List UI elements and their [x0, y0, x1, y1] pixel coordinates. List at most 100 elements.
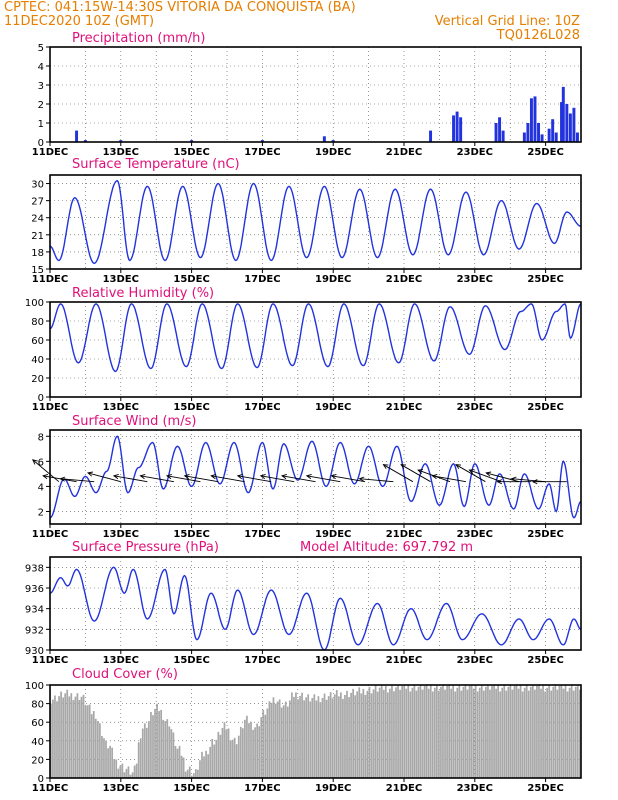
cloud-cover-bar: [395, 687, 397, 778]
precipitation-bar: [575, 132, 579, 142]
wind-arrowhead: [510, 476, 517, 482]
cloud-cover-bar: [139, 738, 142, 778]
wind-arrow: [400, 464, 431, 483]
cloud-cover-bar: [499, 691, 502, 778]
x-tick-label: 21DEC: [386, 655, 422, 666]
cloud-cover-bar: [384, 685, 387, 778]
cloud-cover-bar: [80, 696, 83, 778]
cloud-cover-bar: [288, 700, 291, 778]
cloud-cover-bar: [162, 719, 165, 778]
cloud-cover-bar: [111, 747, 114, 778]
x-tick-label: 17DEC: [244, 655, 280, 666]
cloud-cover-bar: [105, 740, 107, 778]
wind-arrowhead: [382, 464, 389, 470]
wind-title: Surface Wind (m/s): [72, 414, 196, 429]
cloud-cover-bar: [227, 728, 230, 778]
x-tick-label: 23DEC: [457, 783, 493, 794]
precipitation-bar: [551, 119, 555, 142]
cloud-cover-bar: [523, 687, 526, 778]
cloud-cover-bar: [303, 700, 305, 778]
cloud-cover-bar: [213, 744, 216, 778]
cloud-cover-bar: [99, 723, 101, 778]
wind-arrowhead: [455, 464, 462, 470]
cloud-cover-bar: [290, 692, 293, 778]
wind-arrowhead: [139, 473, 146, 480]
precipitation-bar: [119, 140, 123, 142]
cloud-cover-bar: [382, 689, 385, 778]
cloud-cover-title: Cloud Cover (%): [72, 667, 178, 682]
precipitation-bar: [455, 111, 459, 142]
cloud-cover-bar: [450, 688, 453, 778]
forecast-date: 11DEC2020 10Z (GMT): [4, 14, 154, 29]
temperature-panel: 15 18 21 24 27 30 11DEC 13DEC 15DEC 17DEC 19DEC 21D…: [31, 174, 582, 285]
cloud-cover-bar: [84, 705, 87, 778]
cloud-cover-bar: [307, 694, 310, 778]
cloud-cover-bar: [337, 696, 340, 778]
cloud-cover-bar: [372, 689, 375, 778]
cloud-cover-bar: [464, 685, 467, 778]
precipitation-bar: [260, 140, 264, 142]
precipitation-bar: [331, 140, 335, 142]
cloud-cover-bar: [311, 697, 314, 778]
cloud-cover-bar: [454, 691, 457, 778]
cloud-cover-bar: [276, 701, 279, 778]
y-tick-label: 4: [38, 482, 44, 493]
cloud-cover-bar: [166, 719, 169, 778]
cloud-cover-bar: [215, 739, 218, 778]
y-tick-label: 80: [31, 317, 44, 328]
pressure-title: Surface Pressure (hPa): [72, 540, 219, 555]
cloud-cover-bar: [435, 685, 438, 778]
wind-arrowhead: [468, 469, 475, 475]
wind-arrow: [383, 464, 414, 483]
cloud-cover-bar: [88, 704, 91, 778]
cloud-cover-bar: [280, 707, 283, 778]
wind-arrowhead: [112, 473, 119, 480]
cloud-frame: [49, 684, 582, 779]
wind-arrowhead: [496, 479, 503, 485]
cloud-cover-bar: [558, 685, 561, 778]
cloud-cover-bar: [252, 729, 254, 778]
cloud-cover-bar: [574, 686, 577, 778]
cloud-cover-bar: [380, 685, 383, 778]
x-tick-label: 21DEC: [386, 529, 422, 540]
cloud-cover-bar: [472, 688, 475, 778]
y-tick-label: 3: [38, 81, 44, 92]
cloud-cover-bar: [152, 715, 154, 778]
cloud-cover-bar: [482, 690, 485, 778]
cloud-cover-bar: [405, 688, 408, 778]
cloud-cover-bar: [335, 690, 338, 778]
pressure-frame: [49, 556, 582, 651]
cloud-cover-bar: [521, 691, 524, 778]
cloud-cover-bar: [333, 694, 336, 778]
cloud-cover-bar: [511, 689, 514, 778]
precipitation-frame: [49, 46, 582, 143]
x-tick-label: 15DEC: [173, 655, 209, 666]
cloud-cover-bar: [446, 685, 448, 778]
cloud-cover-bar: [254, 727, 256, 778]
precipitation-bar: [572, 107, 576, 142]
x-tick-label: 15DEC: [173, 147, 209, 158]
precipitation-bar: [501, 130, 505, 142]
cloud-cover-bar: [317, 696, 320, 778]
precipitation-bar: [190, 140, 194, 142]
wind-frame: [49, 429, 582, 525]
cloud-cover-bar: [466, 689, 469, 778]
cloud-cover-bar: [427, 688, 430, 778]
precipitation-bar: [526, 123, 530, 142]
wind-arrow: [306, 475, 341, 483]
cloud-cover-bar: [409, 691, 412, 778]
cloud-cover-bar: [572, 690, 575, 778]
cloud-cover-bar: [103, 738, 105, 778]
cloud-cover-bar: [52, 699, 54, 778]
cloud-cover-bar: [448, 685, 450, 778]
cloud-cover-bar: [72, 700, 75, 778]
cloud-cover-bar: [560, 685, 563, 778]
y-tick-label: 934: [25, 605, 44, 616]
cloud-cover-bar: [527, 690, 530, 778]
cloud-cover-bar: [203, 756, 205, 778]
cloud-cover-bar: [156, 703, 158, 778]
cloud-cover-bar: [505, 690, 508, 778]
cloud-cover-bar: [237, 735, 240, 778]
cloud-cover-bar: [197, 769, 199, 778]
